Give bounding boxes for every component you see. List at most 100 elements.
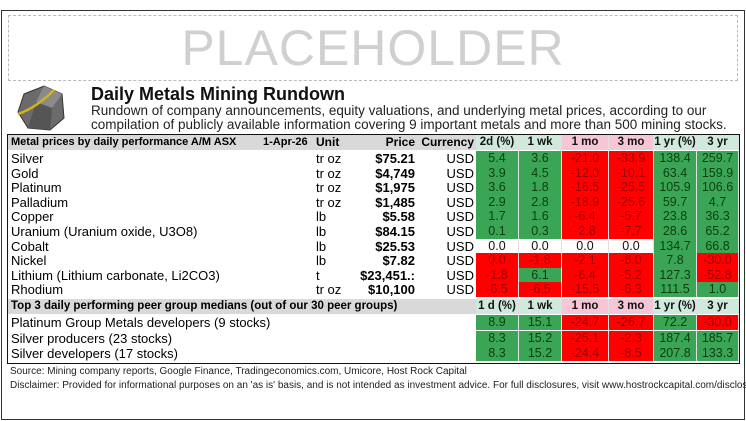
metal-unit: lb — [316, 238, 327, 254]
metal-row: Uranium (Uranium oxide, U3O8) lb $84.15 USD… — [8, 224, 739, 239]
pct-header: 1 mo (%) — [562, 299, 609, 327]
metal-price: $84.15 — [375, 224, 415, 239]
pct-cell: -25.5 — [609, 180, 654, 196]
metal-price: $5.58 — [382, 209, 415, 225]
metal-price: $75.21 — [375, 151, 415, 166]
pct-cell: -18.9 — [562, 194, 609, 210]
source-note: Source: Mining company reports, Google F… — [10, 366, 467, 377]
pct-cell: 3.6 — [476, 180, 519, 196]
pct-cell: 111.5 — [654, 282, 697, 298]
metal-row: Palladium tr oz $1,485 USD 2.9 2.8 -18.9 -25.6 5… — [8, 194, 739, 210]
pct-header: 1 wk (%) — [519, 299, 562, 327]
pct-cell: -25.6 — [609, 194, 654, 210]
pct-cell: 23.8 — [654, 209, 697, 225]
placeholder-banner: PLACEHOLDER — [8, 15, 738, 81]
pct-cell: 2.9 — [476, 194, 519, 210]
pct-header: 3 mo (%) — [609, 299, 654, 327]
metals-header-row: Metal prices by daily performance A/M AS… — [8, 135, 739, 163]
pct-cell: -30.0 — [697, 315, 739, 330]
pct-cell: -6.4 — [562, 209, 609, 225]
metal-name: Lithium (Lithium carbonate, Li2CO3) — [11, 267, 220, 283]
pct-header: 1 yr (%) — [654, 135, 697, 150]
pct-cell: 134.7 — [654, 238, 697, 254]
metal-name: Cobalt — [11, 238, 49, 254]
metals-table: Metal prices by daily performance A/M AS… — [7, 134, 740, 364]
pct-header: 3 yr (%) — [697, 135, 739, 163]
pct-cell: 4.5 — [519, 165, 562, 181]
pct-cell: -21.0 — [562, 151, 609, 166]
metal-name: Copper — [11, 209, 54, 225]
pct-cell: 65.2 — [697, 224, 739, 239]
peers-header-row: Top 3 daily performing peer group median… — [8, 299, 739, 327]
pct-cell: -5.7 — [609, 209, 654, 225]
metal-name: Nickel — [11, 253, 47, 269]
pct-header: 1 wk (%) — [519, 135, 562, 163]
disclaimer: Disclaimer: Provided for informational p… — [10, 380, 746, 391]
pct-cell: 59.7 — [654, 194, 697, 210]
pct-cell: 8.3 — [476, 330, 519, 346]
metal-unit: tr oz — [316, 165, 342, 181]
metal-currency: USD — [446, 209, 474, 225]
currency-header: Currency — [421, 135, 474, 149]
metal-price: $7.82 — [382, 253, 415, 269]
metal-row: Cobalt lb $25.53 USD 0.0 0.0 0.0 0.0 134.7 66.8 — [8, 238, 739, 254]
metal-price: $25.53 — [375, 238, 415, 254]
pct-cell: 106.6 — [697, 180, 739, 196]
pct-cell: -52.8 — [697, 267, 739, 283]
metal-price: $23,451.: — [360, 267, 415, 283]
pct-cell: 6.1 — [519, 267, 562, 283]
pct-cell: 66.8 — [697, 238, 739, 254]
pct-cell: 127.3 — [654, 267, 697, 283]
pct-cell: -10.1 — [609, 165, 654, 181]
pct-header: 1 d (%) — [476, 299, 519, 314]
metal-name: Palladium — [11, 194, 69, 210]
metal-row: Lithium (Lithium carbonate, Li2CO3) t $23,… — [8, 267, 739, 283]
pct-cell: -2.1 — [562, 253, 609, 269]
pct-cell: 63.4 — [654, 165, 697, 181]
divider — [7, 363, 740, 364]
pct-cell: -24.7 — [562, 315, 609, 330]
pct-cell: -16.5 — [562, 180, 609, 196]
metal-name: Rhodium — [11, 282, 64, 298]
metal-currency: USD — [446, 165, 474, 181]
pct-cell: 3.9 — [476, 165, 519, 181]
peer-name: Platinum Group Metals developers (9 stoc… — [11, 315, 271, 330]
metal-currency: USD — [446, 180, 474, 196]
pct-cell: 0.0 — [609, 238, 654, 254]
pct-cell: -6.0 — [609, 253, 654, 269]
metal-row: Rhodium tr oz $10,100 USD -6.5 -6.5 -15.5 -6.3 1… — [8, 282, 739, 298]
unit-header: Unit — [316, 135, 340, 149]
metal-unit: tr oz — [316, 194, 342, 210]
pct-cell: 1.7 — [476, 209, 519, 225]
pct-cell: -33.9 — [609, 151, 654, 166]
pct-cell: -8.5 — [609, 346, 654, 361]
peer-row: Platinum Group Metals developers (9 stoc… — [8, 315, 739, 330]
pct-cell: -6.4 — [562, 267, 609, 283]
pct-header: 1 mo (%) — [562, 135, 609, 163]
pct-cell: 3.6 — [519, 151, 562, 166]
date-label: 1-Apr-26 — [263, 136, 308, 148]
pct-cell: -30.0 — [697, 253, 739, 269]
metal-price: $4,749 — [375, 165, 415, 181]
metal-row: Gold tr oz $4,749 USD 3.9 4.5 -12.0 -10.1 63.4 15… — [8, 165, 739, 181]
pct-cell: -26.7 — [609, 315, 654, 330]
pct-cell: 0.0 — [476, 253, 519, 269]
peer-name: Silver producers (23 stocks) — [11, 330, 173, 346]
pct-header: 2d (%) — [476, 135, 519, 150]
metal-name: Gold — [11, 165, 39, 181]
pct-cell: 72.2 — [654, 315, 697, 330]
peer-row: Silver producers (23 stocks) 8.3 15.2 -25.1… — [8, 330, 739, 346]
metal-unit: lb — [316, 224, 327, 239]
pct-cell: -2.3 — [609, 330, 654, 346]
metal-unit: tr oz — [316, 151, 342, 166]
metal-currency: USD — [446, 267, 474, 283]
peers-heading: Top 3 daily performing peer group median… — [11, 300, 398, 312]
pct-cell: -24.4 — [562, 346, 609, 361]
metal-currency: USD — [446, 151, 474, 166]
pct-cell: 2.8 — [519, 194, 562, 210]
pct-cell: 28.6 — [654, 224, 697, 239]
metal-name: Uranium (Uranium oxide, U3O8) — [11, 224, 198, 239]
metal-currency: USD — [446, 282, 474, 298]
pct-cell: -6.3 — [609, 282, 654, 298]
pct-cell: 36.3 — [697, 209, 739, 225]
